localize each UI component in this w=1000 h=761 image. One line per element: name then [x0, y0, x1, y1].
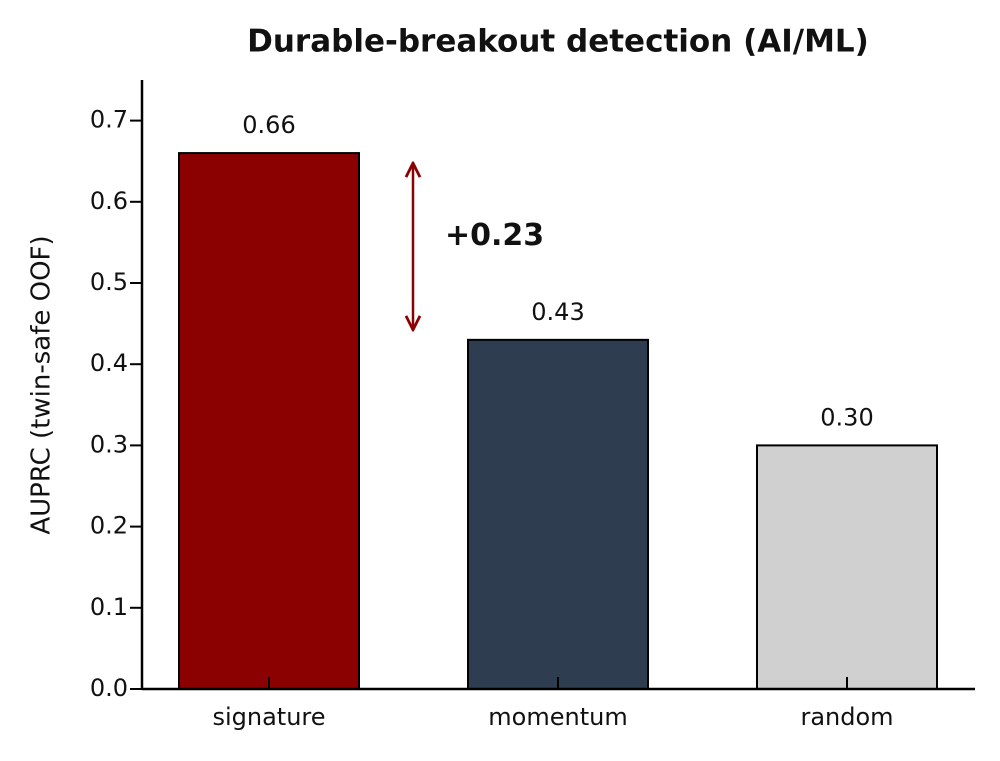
y-tick-label: 0.6 [90, 187, 128, 215]
value-label: 0.66 [242, 111, 295, 139]
y-tick-label: 0.0 [90, 674, 128, 702]
y-tick-label: 0.3 [90, 430, 128, 458]
value-label: 0.30 [820, 403, 873, 431]
x-tick-label: momentum [488, 703, 627, 731]
chart-title: Durable-breakout detection (AI/ML) [247, 24, 869, 60]
value-label: 0.43 [531, 298, 584, 326]
y-tick-label: 0.4 [90, 349, 128, 377]
bar [756, 444, 938, 690]
x-tick-label: signature [212, 703, 325, 731]
y-tick-label: 0.7 [90, 106, 128, 134]
bar [467, 338, 649, 690]
y-tick-label: 0.2 [90, 512, 128, 540]
y-axis-label: AUPRC (twin-safe OOF) [27, 235, 57, 534]
bar [178, 152, 360, 690]
y-tick-label: 0.1 [90, 593, 128, 621]
y-tick-label: 0.5 [90, 268, 128, 296]
x-tick-label: random [800, 703, 893, 731]
annotation: +0.23 [445, 218, 544, 253]
